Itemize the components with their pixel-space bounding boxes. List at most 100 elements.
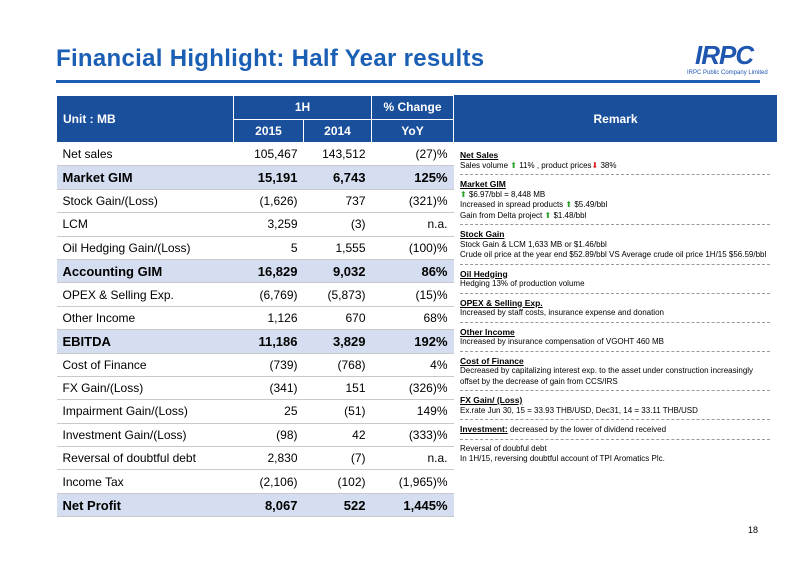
remark-text: Decreased by capitalizing interest exp. …	[460, 366, 754, 386]
arrow-up-icon: ⬆	[460, 189, 467, 199]
row-label: Stock Gain/(Loss)	[56, 189, 234, 214]
table-row: Net sales 105,467 143,512 (27)%	[56, 142, 454, 167]
value-2015: 8,067	[233, 493, 304, 518]
value-2014: 522	[303, 493, 372, 518]
table-row: Oil Hedging Gain/(Loss) 5 1,555 (100)%	[56, 236, 454, 260]
page-title: Financial Highlight: Half Year results	[56, 45, 485, 72]
value-yoy: 4%	[371, 353, 454, 377]
arrow-up-icon: ⬆	[565, 200, 573, 209]
title-underline	[56, 80, 760, 83]
table-row: Accounting GIM 16,829 9,032 86%	[56, 259, 454, 284]
value-2015: 11,186	[233, 329, 304, 354]
remark-text-part: $5.49/bbl	[574, 200, 608, 209]
value-2014: (768)	[303, 353, 372, 377]
remark-market-gim: Market GIM ⬆ $6.97/bbl = 8,448 MB Increa…	[460, 179, 770, 225]
table-row: Cost of Finance (739) (768) 4%	[56, 353, 454, 377]
table-row: OPEX & Selling Exp. (6,769) (5,873) (15)%	[56, 282, 454, 307]
header-pct-change: % Change	[371, 95, 454, 120]
remark-text-part: $6.97/bbl = 8,448 MB	[468, 189, 546, 199]
row-label: Cost of Finance	[56, 353, 234, 377]
remark-heading: Investment:	[460, 424, 508, 434]
value-2015: (739)	[233, 353, 304, 377]
value-2014: 3,829	[303, 329, 372, 354]
company-logo: IRPC IRPC Public Company Limited	[683, 40, 768, 80]
table-row: LCM 3,259 (3) n.a.	[56, 212, 454, 237]
remark-oil-hedging: Oil Hedging Hedging 13% of production vo…	[460, 269, 770, 294]
remark-heading: Cost of Finance	[460, 355, 524, 366]
value-2015: 5	[233, 236, 304, 260]
arrow-up-icon: ⬆	[510, 160, 517, 170]
arrow-up-icon: ⬆	[544, 210, 552, 220]
value-2015: (1,626)	[233, 189, 304, 214]
remark-heading: Net Sales	[460, 150, 499, 160]
row-label: Reversal of doubtful debt	[56, 446, 234, 471]
value-yoy: 86%	[371, 259, 454, 284]
table-row: Reversal of doubtful debt 2,830 (7) n.a.	[56, 446, 454, 471]
value-2014: (102)	[303, 469, 372, 494]
remark-text: Crude oil price at the year end $52.89/b…	[460, 250, 767, 259]
value-yoy: (100)%	[371, 236, 454, 260]
value-yoy: 1,445%	[371, 493, 454, 518]
table-row: Net Profit 8,067 522 1,445%	[56, 493, 454, 518]
remark-heading: Oil Hedging	[460, 268, 508, 279]
remark-heading: Market GIM	[460, 179, 506, 189]
remark-heading: FX Gain/ (Loss)	[460, 395, 523, 405]
remark-text-part: Gain from Delta project	[460, 210, 543, 220]
remark-net-sales: Net Sales Sales volume ⬆ 11% , product p…	[460, 150, 770, 175]
row-label: OPEX & Selling Exp.	[56, 282, 234, 307]
value-2015: 2,830	[233, 446, 304, 471]
remark-heading: Other Income	[460, 326, 515, 337]
remark-text-part: Increased in spread products	[460, 200, 564, 209]
value-yoy: n.a.	[371, 446, 454, 471]
value-2014: 1,555	[303, 236, 372, 260]
value-yoy: (15)%	[371, 282, 454, 307]
remark-fx: FX Gain/ (Loss) Ex.rate Jun 30, 15 = 33.…	[460, 395, 770, 420]
row-label: Income Tax	[56, 469, 234, 494]
table-row: Market GIM 15,191 6,743 125%	[56, 165, 454, 190]
value-yoy: (326)%	[371, 376, 454, 401]
remark-text-part: Sales volume	[460, 160, 509, 170]
financial-table: Unit : MB 1H % Change 2015 2014 YoY Net …	[56, 95, 454, 518]
remark-heading: Stock Gain	[460, 229, 505, 239]
arrow-down-icon: ⬇	[591, 160, 599, 170]
header-1h: 1H	[233, 95, 372, 120]
header-2015: 2015	[233, 118, 304, 143]
value-yoy: (1,965)%	[371, 469, 454, 494]
row-label: LCM	[56, 212, 234, 237]
row-label: Impairment Gain/(Loss)	[56, 399, 234, 424]
value-2014: 143,512	[303, 142, 372, 167]
value-2014: 670	[303, 306, 372, 331]
value-yoy: (321)%	[371, 189, 454, 214]
value-2014: 151	[303, 376, 372, 401]
remark-heading: Reversal of doubful debt	[460, 443, 547, 453]
table-body: Net sales 105,467 143,512 (27)% Market GIM 15…	[56, 142, 454, 518]
remark-text: ⬆ $6.97/bbl = 8,448 MB	[460, 190, 770, 201]
table-header-row-1: Unit : MB 1H % Change	[56, 95, 454, 143]
value-2015: 3,259	[233, 212, 304, 237]
remark-header: Remark	[454, 95, 777, 142]
table-header-row-2: 2015 2014 YoY	[57, 118, 454, 143]
remark-text-part: $1.48/bbl	[553, 210, 587, 220]
value-2014: (5,873)	[303, 282, 372, 307]
table-row: Income Tax (2,106) (102) (1,965)%	[56, 469, 454, 494]
row-label: Investment Gain/(Loss)	[56, 423, 234, 448]
value-yoy: (333)%	[371, 423, 454, 448]
value-2014: 42	[303, 423, 372, 448]
row-label: EBITDA	[56, 329, 234, 354]
remark-opex: OPEX & Selling Exp. Increased by staff c…	[460, 298, 770, 323]
row-label: Accounting GIM	[56, 259, 234, 284]
value-2014: 6,743	[303, 165, 372, 190]
remark-text: Stock Gain & LCM 1,633 MB or $1.46/bbl	[460, 239, 607, 249]
value-yoy: 149%	[371, 399, 454, 424]
remark-text: Hedging 13% of production volume	[460, 279, 585, 288]
remark-cost-of-finance: Cost of Finance Decreased by capitalizin…	[460, 355, 770, 391]
value-2015: 25	[233, 399, 304, 424]
remark-investment: Investment: decreased by the lower of di…	[460, 424, 770, 440]
value-yoy: 192%	[371, 329, 454, 354]
row-label: Other Income	[56, 306, 234, 331]
value-yoy: 68%	[371, 306, 454, 331]
value-yoy: n.a.	[371, 212, 454, 237]
page-number: 18	[748, 525, 759, 535]
table-row: Investment Gain/(Loss) (98) 42 (333)%	[56, 423, 454, 448]
remark-text: Gain from Delta project ⬆ $1.48/bbl	[460, 211, 770, 222]
